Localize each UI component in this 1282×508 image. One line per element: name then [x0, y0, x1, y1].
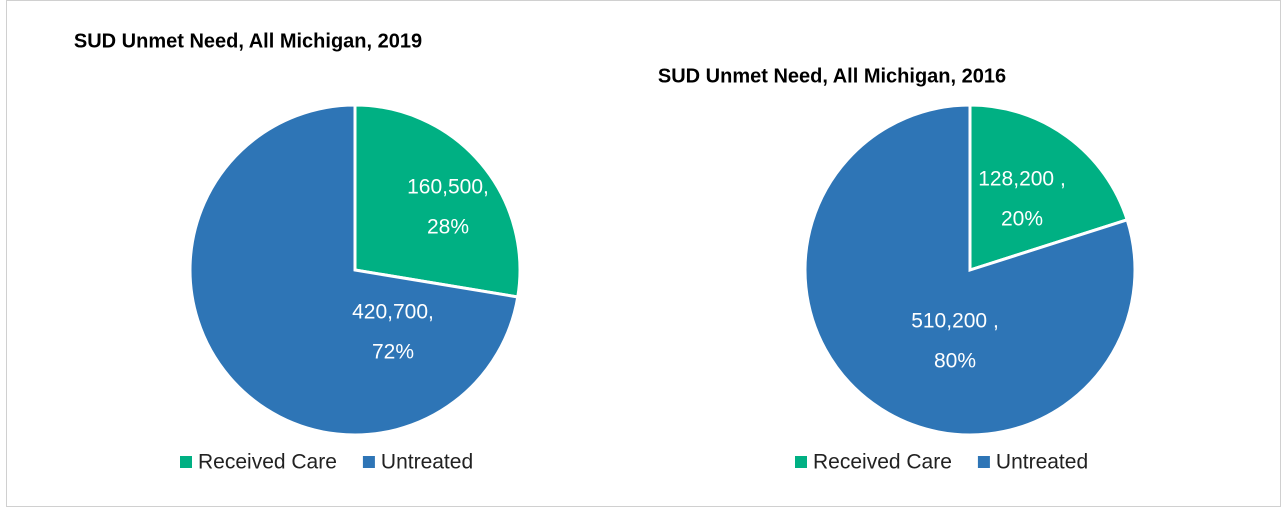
legend-label: Untreated: [996, 451, 1088, 474]
legend-label: Received Care: [198, 451, 337, 474]
data-label: 80%: [934, 350, 976, 373]
pie-slice: [188, 103, 520, 437]
legend-label: Untreated: [381, 451, 473, 474]
data-label: 28%: [427, 216, 469, 239]
data-label: 72%: [372, 341, 414, 364]
data-label: 20%: [1001, 208, 1043, 231]
pie-slice: [353, 103, 522, 299]
data-label: 128,200 ,: [978, 168, 1066, 191]
legend-swatch: [977, 456, 990, 468]
legend-swatch: [180, 456, 192, 468]
pie-slice: [803, 103, 1137, 437]
chart-title: SUD Unmet Need, All Michigan, 2016: [658, 65, 1006, 87]
legend-swatch: [362, 456, 375, 468]
chart-title: SUD Unmet Need, All Michigan, 2019: [74, 30, 422, 52]
data-label: 420,700,: [352, 301, 434, 324]
legend-swatch: [795, 456, 807, 468]
legend-label: Received Care: [813, 451, 952, 474]
data-label: 160,500,: [407, 176, 489, 199]
data-label: 510,200 ,: [911, 310, 999, 333]
pie-slice: [968, 103, 1130, 273]
